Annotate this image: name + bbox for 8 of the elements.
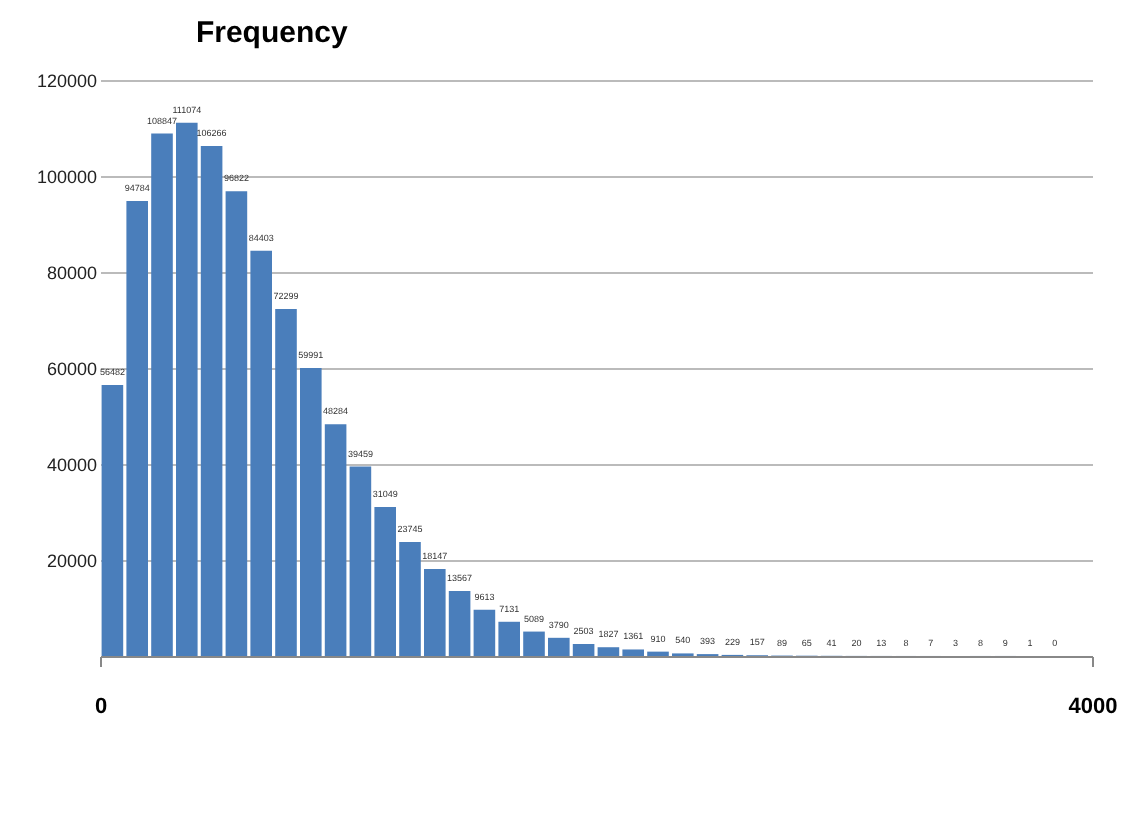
y-tick-label: 120000 (36, 71, 97, 91)
chart-title: Frequency (195, 16, 349, 50)
x-tick-label: 4000 (1068, 695, 1118, 719)
y-tick-label: 80000 (46, 263, 97, 283)
y-tick-label: 100000 (36, 167, 97, 187)
y-tick-label: 20000 (46, 551, 97, 571)
y-tick-label: 60000 (46, 359, 97, 379)
y-tick-label: 40000 (46, 455, 97, 475)
